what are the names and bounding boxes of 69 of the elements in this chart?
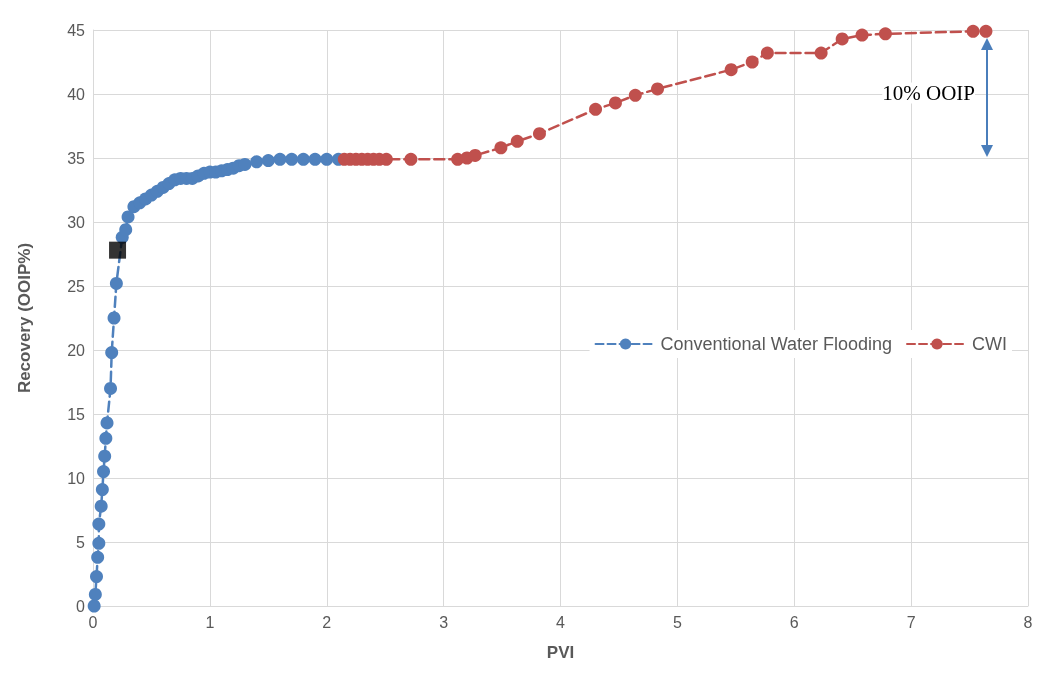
point — [91, 550, 105, 564]
point — [745, 55, 759, 69]
point — [107, 311, 121, 325]
point — [119, 223, 133, 237]
point — [104, 381, 118, 395]
y-axis-title: Recovery (OOIP%) — [15, 242, 34, 394]
point — [835, 32, 849, 46]
y-tick-label: 5 — [76, 533, 86, 551]
x-tick-label: 8 — [1023, 613, 1033, 631]
x-tick-label: 1 — [205, 613, 215, 631]
point — [494, 141, 508, 155]
point — [261, 154, 275, 168]
y-tick-label: 15 — [67, 405, 86, 423]
point — [121, 210, 135, 224]
point — [468, 148, 482, 162]
point — [92, 536, 106, 550]
point — [105, 346, 119, 360]
y-tick-label: 35 — [67, 149, 86, 167]
point — [92, 517, 106, 531]
point — [320, 152, 334, 166]
point — [109, 241, 127, 259]
point — [88, 587, 102, 601]
x-tick-label: 7 — [906, 613, 916, 631]
y-tick-label: 20 — [67, 341, 86, 359]
y-tick-label: 10 — [67, 469, 86, 487]
point — [98, 449, 112, 463]
point — [87, 599, 101, 613]
y-tick-label: 25 — [67, 277, 86, 295]
point — [238, 157, 252, 171]
annotation: 10% OOIP — [882, 81, 975, 105]
point — [532, 127, 546, 141]
point — [97, 465, 111, 479]
point — [94, 499, 108, 513]
x-tick-label: 4 — [556, 613, 566, 631]
point — [285, 152, 299, 166]
point — [109, 276, 123, 290]
y-tick-label: 45 — [67, 21, 86, 39]
point — [814, 46, 828, 60]
point — [100, 416, 114, 430]
point — [855, 28, 869, 42]
point — [95, 483, 109, 497]
legend-label: Conventional Water Flooding — [660, 334, 893, 354]
y-tick-label: 0 — [76, 597, 86, 615]
point — [878, 27, 892, 41]
point — [296, 152, 310, 166]
x-tick-label: 3 — [439, 613, 449, 631]
point — [608, 96, 622, 110]
point — [250, 155, 264, 169]
x-axis-title: PVI — [546, 643, 575, 662]
x-tick-label: 0 — [88, 613, 98, 631]
point — [404, 152, 418, 166]
point — [308, 152, 322, 166]
point — [979, 24, 993, 38]
point — [651, 82, 665, 96]
point — [724, 63, 738, 77]
legend-label: CWI — [972, 334, 1008, 354]
point — [99, 431, 113, 445]
point — [966, 24, 980, 38]
point — [760, 46, 774, 60]
x-tick-label: 5 — [672, 613, 682, 631]
x-tick-label: 6 — [789, 613, 799, 631]
y-tick-label: 30 — [67, 213, 86, 231]
y-tick-label: 40 — [67, 85, 86, 103]
point — [589, 102, 603, 116]
point — [510, 134, 524, 148]
point — [90, 570, 104, 584]
point — [273, 152, 287, 166]
point — [628, 88, 642, 102]
x-tick-label: 2 — [322, 613, 332, 631]
